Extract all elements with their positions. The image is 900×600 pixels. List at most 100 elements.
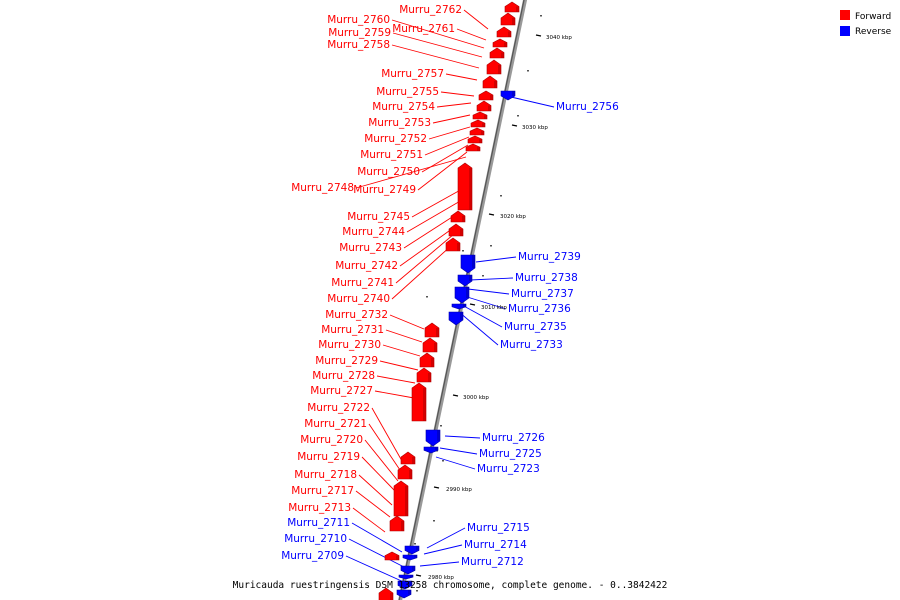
reverse-gene-glyph[interactable] <box>451 303 467 310</box>
reverse-gene-glyph[interactable] <box>396 589 412 599</box>
forward-gene-glyph[interactable] <box>504 1 520 13</box>
forward-gene-label[interactable]: Murru_2728 <box>312 370 375 382</box>
forward-gene-label[interactable]: Murru_2722 <box>307 402 370 414</box>
forward-gene-glyph[interactable] <box>500 12 516 26</box>
gene-shade <box>472 255 475 268</box>
reverse-gene-glyph[interactable] <box>423 446 439 454</box>
forward-gene-glyph[interactable] <box>424 322 440 338</box>
forward-gene-label[interactable]: Murru_2760 <box>327 14 390 26</box>
reverse-gene-glyph[interactable] <box>454 286 470 304</box>
forward-gene-label[interactable]: Murru_2751 <box>360 149 423 161</box>
reverse-gene-glyph[interactable] <box>448 311 464 326</box>
forward-gene-glyph[interactable] <box>476 100 492 112</box>
forward-gene-glyph[interactable] <box>472 111 488 120</box>
gene-shade <box>477 147 480 151</box>
reverse-gene-glyph[interactable] <box>404 545 420 555</box>
reverse-gene-glyph[interactable] <box>402 554 418 561</box>
reverse-gene-label[interactable]: Murru_2726 <box>482 432 545 444</box>
reverse-gene-label[interactable]: Murru_2712 <box>461 556 524 568</box>
forward-gene-label[interactable]: Murru_2732 <box>325 309 388 321</box>
forward-gene-label[interactable]: Murru_2720 <box>300 434 363 446</box>
reverse-gene-label[interactable]: Murru_2715 <box>467 522 530 534</box>
forward-gene-glyph[interactable] <box>470 119 486 128</box>
reverse-gene-label[interactable]: Murru_2739 <box>518 251 581 263</box>
forward-gene-label[interactable]: Murru_2729 <box>315 355 378 367</box>
reverse-gene-glyph[interactable] <box>457 274 473 287</box>
forward-gene-glyph[interactable] <box>450 210 466 223</box>
scale-tick-label: 2990 kbp <box>446 487 472 493</box>
forward-gene-label[interactable]: Murru_2748 <box>291 182 354 194</box>
reverse-gene-label[interactable]: Murru_2735 <box>504 321 567 333</box>
reverse-gene-label[interactable]: Murru_2736 <box>508 303 571 315</box>
reverse-gene-label[interactable]: Murru_2737 <box>511 288 574 300</box>
reverse-gene-label[interactable]: Murru_2733 <box>500 339 563 351</box>
forward-gene-glyph[interactable] <box>422 337 438 353</box>
gene-shade <box>437 430 440 441</box>
forward-gene-glyph[interactable] <box>419 352 435 368</box>
reverse-gene-glyph[interactable] <box>460 254 476 274</box>
forward-gene-label[interactable]: Murru_2762 <box>399 4 462 16</box>
forward-gene-label[interactable]: Murru_2718 <box>294 469 357 481</box>
reverse-gene-glyph[interactable] <box>425 429 441 447</box>
forward-gene-glyph[interactable] <box>445 237 461 252</box>
forward-gene-label[interactable]: Murru_2741 <box>331 277 394 289</box>
forward-gene-label[interactable]: Murru_2758 <box>327 39 390 51</box>
forward-gene-label[interactable]: Murru_2727 <box>310 385 373 397</box>
forward-gene-label[interactable]: Murru_2745 <box>347 211 410 223</box>
reverse-gene-label[interactable]: Murru_2756 <box>556 101 619 113</box>
label-leader-lines <box>345 9 555 584</box>
forward-gene-label[interactable]: Murru_2750 <box>357 166 420 178</box>
forward-gene-glyph[interactable] <box>465 143 481 152</box>
reverse-gene-label[interactable]: Murru_2711 <box>287 517 350 529</box>
reverse-gene-label[interactable]: Murru_2738 <box>515 272 578 284</box>
forward-gene-label[interactable]: Murru_2743 <box>339 242 402 254</box>
leader-line <box>439 447 478 455</box>
reverse-gene-glyph[interactable] <box>500 90 516 101</box>
forward-gene-label[interactable]: Murru_2721 <box>304 418 367 430</box>
forward-gene-glyph[interactable] <box>378 587 394 600</box>
leader-line <box>385 329 423 343</box>
forward-gene-label[interactable]: Murru_2754 <box>372 101 435 113</box>
reverse-gene-glyph[interactable] <box>400 565 416 575</box>
forward-gene-glyph[interactable] <box>496 26 512 38</box>
forward-gene-label[interactable]: Murru_2744 <box>342 226 405 238</box>
forward-gene-glyph[interactable] <box>482 75 498 89</box>
forward-gene-label[interactable]: Murru_2749 <box>353 184 416 196</box>
reverse-gene-label[interactable]: Murru_2725 <box>479 448 542 460</box>
forward-gene-glyph[interactable] <box>492 38 508 48</box>
forward-gene-glyph[interactable] <box>469 127 485 136</box>
forward-gene-glyph[interactable] <box>416 367 432 383</box>
forward-gene-glyph[interactable] <box>448 223 464 237</box>
forward-gene-glyph[interactable] <box>389 515 405 532</box>
reverse-gene-label[interactable]: Murru_2710 <box>284 533 347 545</box>
forward-gene-label[interactable]: Murru_2753 <box>368 117 431 129</box>
reverse-gene-label[interactable]: Murru_2723 <box>477 463 540 475</box>
forward-gene-label[interactable]: Murru_2731 <box>321 324 384 336</box>
forward-gene-glyph[interactable] <box>486 59 502 75</box>
forward-gene-glyph[interactable] <box>467 135 483 144</box>
forward-gene-glyph[interactable] <box>400 451 416 465</box>
reverse-gene-glyph[interactable] <box>398 574 414 580</box>
forward-gene-label[interactable]: Murru_2752 <box>364 133 427 145</box>
reverse-gene-glyph[interactable] <box>397 580 413 590</box>
forward-gene-glyph[interactable] <box>397 464 413 480</box>
forward-gene-glyph[interactable] <box>489 47 505 59</box>
forward-gene-label[interactable]: Murru_2713 <box>288 502 351 514</box>
forward-gene-label[interactable]: Murru_2742 <box>335 260 398 272</box>
reverse-gene-label[interactable]: Murru_2709 <box>281 550 344 562</box>
forward-gene-label[interactable]: Murru_2755 <box>376 86 439 98</box>
gene-shade <box>504 42 507 47</box>
forward-gene-label[interactable]: Murru_2719 <box>297 451 360 463</box>
forward-gene-glyph[interactable] <box>478 90 494 101</box>
reverse-gene-label[interactable]: Murru_2714 <box>464 539 527 551</box>
forward-gene-label[interactable]: Murru_2717 <box>291 485 354 497</box>
forward-gene-glyph[interactable] <box>393 480 409 517</box>
forward-gene-glyph[interactable] <box>411 382 427 422</box>
forward-gene-label[interactable]: Murru_2761 <box>392 23 455 35</box>
forward-gene-glyph[interactable] <box>384 551 400 561</box>
forward-gene-label[interactable]: Murru_2757 <box>381 68 444 80</box>
forward-gene-glyph[interactable] <box>457 162 473 211</box>
forward-gene-label[interactable]: Murru_2759 <box>328 27 391 39</box>
forward-gene-label[interactable]: Murru_2730 <box>318 339 381 351</box>
forward-gene-label[interactable]: Murru_2740 <box>327 293 390 305</box>
